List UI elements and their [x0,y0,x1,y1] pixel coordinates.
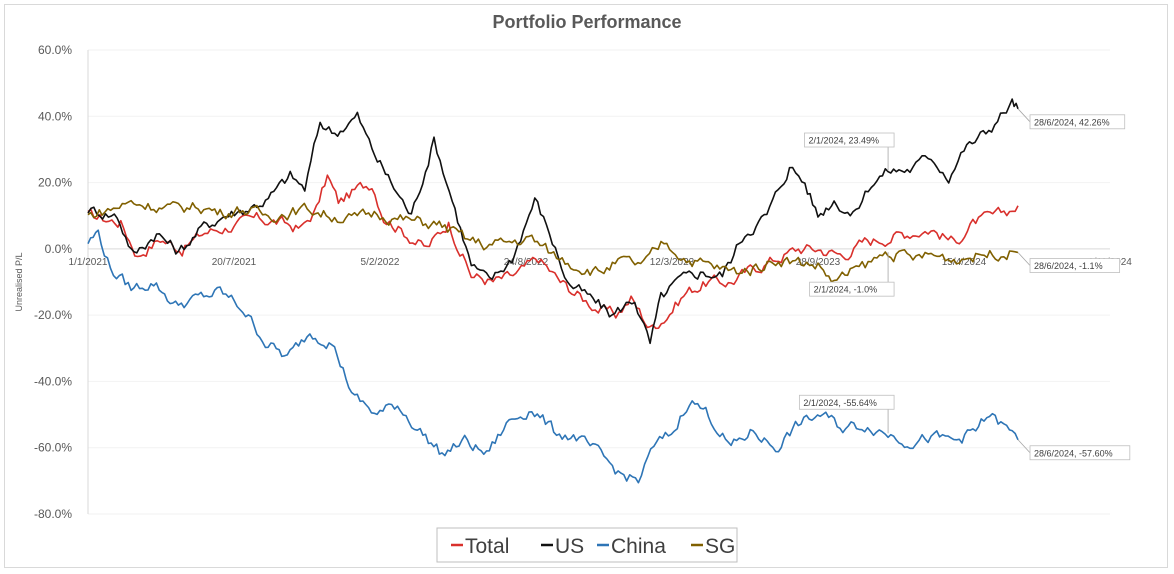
gridlines [88,49,1110,515]
y-tick-label: 60.0% [38,43,72,57]
annotation-box [1029,445,1131,461]
y-tick-label: -80.0% [34,507,72,521]
y-tick-label: 0.0% [45,242,73,256]
legend-box [436,527,738,563]
x-tick-label: 15/4/2024 [942,257,987,268]
chart-title: Portfolio Performance [492,12,681,32]
x-tick-label: 20/7/2021 [212,257,257,268]
series-line-us[interactable] [87,98,1019,345]
annotation-label: 28/6/2024, -57.60% [1034,448,1113,458]
annotation-box [1029,258,1121,273]
legend-label: US [555,535,584,558]
series-line-total[interactable] [87,174,1019,330]
annotation-label: 28/6/2024, -1.1% [1034,261,1103,271]
annotation-label: 28/6/2024, 42.26% [1034,117,1110,127]
series-line-sg[interactable] [87,199,1019,283]
chart-frame [4,4,1168,568]
y-tick-label: -60.0% [34,441,72,455]
y-tick-label: 20.0% [38,176,72,190]
legend[interactable]: Total US China SG [436,527,738,563]
legend-item-us[interactable]: US [541,535,584,558]
annotation-leader [1017,252,1031,266]
legend-label: Total [465,535,509,558]
y-axis-label: Unrealised P/L [14,252,24,311]
annotations: 2/1/2024, 23.49% 28/6/2024, 42.26% 2/1/202… [798,108,1131,461]
annotation-box [1029,114,1126,130]
legend-label: China [611,535,666,558]
annotation-label: 2/1/2024, 23.49% [808,136,879,146]
legend-item-china[interactable]: China [597,535,666,558]
axes: 60.0% 40.0% 20.0% 0.0% -20.0% -40.0% -60.0% -80… [34,43,1132,521]
x-tick-label: 12/3/2023 [650,257,695,268]
annotation-leader [1017,439,1031,454]
annotation-leader [1017,108,1031,123]
annotation-label: 2/1/2024, -55.64% [803,398,877,408]
legend-item-sg[interactable]: SG [691,535,735,558]
y-tick-label: -20.0% [34,308,72,322]
y-tick-label: 40.0% [38,109,72,123]
series-line-china[interactable] [87,229,1019,484]
y-tick-label: -40.0% [34,374,72,388]
annotation-box [798,394,895,410]
annotation-box [809,281,895,297]
x-tick-label: 1/1/2021 [69,257,108,268]
legend-item-total[interactable]: Total [451,535,509,558]
legend-label: SG [705,535,735,558]
annotation-box [804,132,895,148]
series-group [87,98,1019,484]
x-tick-label: 5/2/2022 [361,257,400,268]
annotation-label: 2/1/2024, -1.0% [814,285,878,295]
